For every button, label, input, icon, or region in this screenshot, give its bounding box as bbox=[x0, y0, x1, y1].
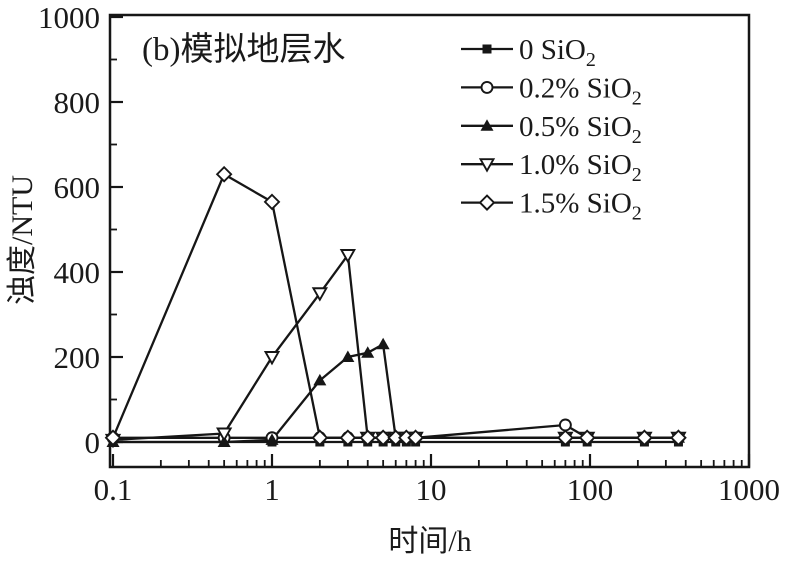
legend-entry: 0 SiO2 bbox=[461, 34, 596, 71]
marker-triangle-up-icon bbox=[361, 346, 375, 358]
marker-diamond-icon bbox=[359, 429, 377, 447]
legend-label-text: 0.5% SiO bbox=[519, 111, 632, 143]
y-tick-label: 1000 bbox=[38, 0, 100, 35]
marker-triangle-up-icon bbox=[341, 350, 355, 362]
series-line bbox=[112, 251, 679, 442]
marker-diamond-icon bbox=[478, 194, 496, 211]
marker-diamond-icon bbox=[104, 429, 122, 447]
marker-diamond-icon bbox=[578, 429, 596, 447]
marker-triangle-up-icon bbox=[265, 433, 279, 445]
legend-label: 1.0% SiO2 bbox=[519, 149, 642, 186]
legend-entry: 0.2% SiO2 bbox=[461, 72, 642, 109]
y-tick-label: 200 bbox=[54, 340, 101, 375]
x-tick-label: 1 bbox=[264, 472, 280, 507]
legend-label: 0 SiO2 bbox=[519, 34, 596, 71]
legend-label-text: 1.0% SiO bbox=[519, 149, 632, 181]
marker-diamond-icon bbox=[215, 165, 233, 183]
plot-border bbox=[108, 13, 751, 469]
legend-label: 0.2% SiO2 bbox=[519, 72, 642, 109]
marker-triangle-down-icon bbox=[478, 158, 496, 173]
legend-label: 0.5% SiO2 bbox=[519, 111, 642, 148]
legend-entry: 1.0% SiO2 bbox=[461, 149, 642, 186]
marker-diamond-icon bbox=[374, 429, 392, 447]
y-tick-label: 0 bbox=[85, 425, 101, 460]
data-series bbox=[104, 165, 687, 449]
marker-diamond-icon bbox=[670, 429, 687, 447]
marker-diamond-icon bbox=[407, 429, 424, 447]
marker-triangle-up-icon bbox=[313, 373, 327, 386]
marker-triangle-up-icon bbox=[480, 119, 494, 131]
legend-label-subscript: 2 bbox=[632, 164, 642, 186]
legend-label-text: 0 SiO bbox=[519, 34, 586, 66]
marker-diamond-icon bbox=[263, 193, 281, 211]
x-axis-label: 时间/h bbox=[388, 525, 471, 558]
marker-square-icon bbox=[482, 44, 492, 54]
marker-diamond-icon bbox=[339, 429, 357, 447]
series-markers bbox=[104, 249, 687, 449]
marker-triangle-down-icon bbox=[311, 287, 328, 302]
series-line bbox=[113, 342, 679, 444]
legend-entry: 0.5% SiO2 bbox=[461, 111, 642, 148]
marker-diamond-icon bbox=[311, 429, 329, 447]
x-tick-label: 0.1 bbox=[94, 472, 133, 507]
legend-entry: 1.5% SiO2 bbox=[461, 188, 642, 225]
legend-label-subscript: 2 bbox=[586, 49, 596, 71]
marker-circle-icon bbox=[480, 80, 494, 94]
marker-diamond-icon bbox=[557, 429, 574, 447]
legend-label-text: 1.5% SiO bbox=[519, 188, 632, 220]
legend-label: 1.5% SiO2 bbox=[519, 188, 642, 225]
y-axis-label: 浊度/NTU bbox=[6, 175, 39, 305]
x-tick-label: 100 bbox=[567, 472, 614, 507]
marker-triangle-down-icon bbox=[339, 249, 356, 264]
x-tick-label: 1000 bbox=[718, 472, 780, 507]
y-tick-label: 600 bbox=[54, 170, 101, 205]
legend-label-subscript: 2 bbox=[632, 203, 642, 225]
series-markers bbox=[104, 165, 687, 447]
plot-title: (b)模拟地层水 bbox=[142, 31, 345, 68]
x-tick-label: 10 bbox=[416, 472, 447, 507]
marker-triangle-down-icon bbox=[263, 351, 281, 366]
legend-label-text: 0.2% SiO bbox=[519, 72, 632, 104]
legend-label-subscript: 2 bbox=[632, 87, 642, 109]
marker-circle-icon bbox=[558, 418, 572, 432]
marker-triangle-up-icon bbox=[376, 337, 390, 350]
marker-triangle-down-icon bbox=[216, 427, 233, 442]
legend-label-subscript: 2 bbox=[632, 126, 642, 148]
y-tick-label: 400 bbox=[54, 255, 101, 290]
axis-ticks: 0.1 1 10 100 1000 0 200 400 600 800 1000 bbox=[38, 0, 780, 507]
y-tick-label: 800 bbox=[54, 85, 101, 120]
marker-diamond-icon bbox=[636, 429, 653, 447]
